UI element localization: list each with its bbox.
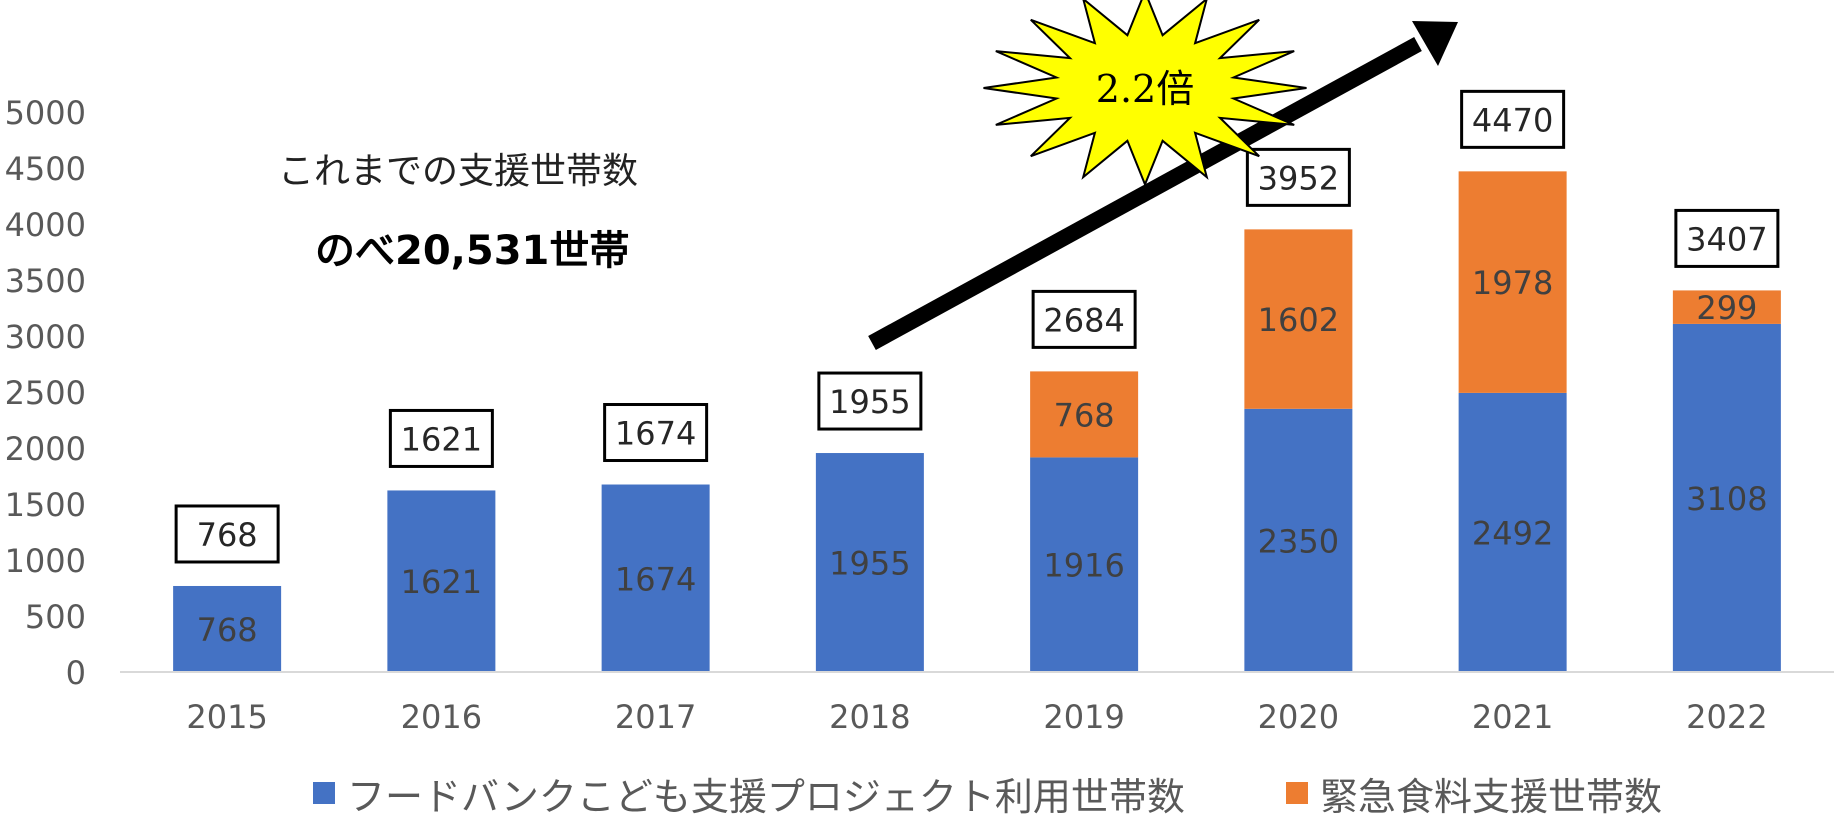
legend-label-emergency: 緊急食料支援世帯数 [1320,774,1663,819]
bar-value-label: 3108 [1686,480,1767,518]
bar-value-label: 1602 [1258,301,1339,339]
total-label: 1674 [615,415,696,453]
x-tick-label: 2022 [1686,698,1767,736]
bars: 768 1621 1674 1955 1916 768 2350 1602 2492 1978 31… [173,171,1781,672]
x-axis: 2015 2016 2017 2018 2019 2020 2021 2022 [186,698,1767,736]
total-box: 768 [174,504,280,564]
y-tick-label: 0 [66,654,86,692]
bar-emergency [1458,171,1567,393]
bar-value-label: 1955 [829,545,910,583]
y-tick-label: 5000 [5,94,86,132]
bar-foodbank [1244,408,1353,672]
bar-foodbank [815,453,924,672]
total-box-frame [817,371,923,431]
bar-value-label: 1621 [401,563,482,601]
bar-value-label: 1978 [1472,264,1553,302]
bar-emergency [1672,290,1781,324]
total-label: 3952 [1258,159,1339,197]
bar-value-label: 299 [1696,289,1757,327]
bar-value-label: 1674 [615,560,696,598]
x-tick-label: 2020 [1258,698,1339,736]
badge-burst-shape [983,0,1307,188]
y-tick-label: 4500 [5,150,86,188]
total-label: 768 [197,516,258,554]
badge-label: 2.2倍 [1096,67,1194,111]
total-label: 1955 [829,383,910,421]
x-tick-label: 2015 [186,698,267,736]
bar-foodbank [1030,457,1139,672]
growth-badge: 2.2倍 [983,0,1307,188]
x-tick-label: 2021 [1472,698,1553,736]
bar-value-label: 1916 [1043,547,1124,585]
annotation-total-caption: これまでの支援世帯数 [278,151,639,192]
bar-foodbank [1458,392,1567,672]
x-tick-label: 2016 [401,698,482,736]
total-box-frame [1031,289,1137,349]
bar-foodbank [601,484,710,672]
total-label: 2684 [1043,301,1124,339]
total-label: 4470 [1472,101,1553,139]
y-tick-label: 1500 [5,486,86,524]
legend-item-foodbank: フードバンクこども支援プロジェクト利用世帯数 [313,768,1185,819]
total-box: 1674 [603,403,709,463]
bar-value-label: 768 [197,611,258,649]
growth-arrow-shaft [868,36,1422,351]
y-tick-label: 3000 [5,318,86,356]
total-box: 2684 [1031,289,1137,349]
y-tick-label: 3500 [5,262,86,300]
total-box: 4470 [1460,89,1566,149]
bar-value-label: 2492 [1472,514,1553,552]
y-tick-label: 4000 [5,206,86,244]
y-tick-label: 2500 [5,374,86,412]
y-tick-label: 2000 [5,430,86,468]
legend-label-foodbank: フードバンクこども支援プロジェクト利用世帯数 [347,774,1185,819]
x-tick-label: 2017 [615,698,696,736]
bar-foodbank [387,490,496,672]
bar-value-label: 2350 [1258,522,1339,560]
total-box-frame [1674,208,1780,268]
bar-emergency [1244,229,1353,409]
legend-swatch-blue [313,782,335,804]
total-box: 1621 [388,408,494,468]
total-box-frame [603,403,709,463]
annotation-total-value: のべ20,531世帯 [315,228,630,274]
total-box-frame [388,408,494,468]
bar-foodbank [1672,323,1781,672]
y-axis: 0 500 1000 1500 2000 2500 3000 3500 4000 4500 5000 [5,94,86,692]
total-box: 3407 [1674,208,1780,268]
growth-arrow [868,21,1458,351]
x-tick-label: 2019 [1043,698,1124,736]
y-tick-label: 500 [25,598,86,636]
total-label: 3407 [1686,220,1767,258]
y-tick-label: 1000 [5,542,86,580]
total-labels: 768 1621 1674 1955 2684 3952 4470 3407 [174,89,1780,564]
growth-arrow-head [1412,21,1458,66]
total-box-frame [174,504,280,564]
bar-value-label: 768 [1054,396,1115,434]
bar-foodbank [173,585,282,672]
x-tick-label: 2018 [829,698,910,736]
total-box: 3952 [1245,147,1351,207]
total-box: 1955 [817,371,923,431]
total-box-frame [1245,147,1351,207]
total-box-frame [1460,89,1566,149]
legend-swatch-orange [1286,782,1308,804]
legend-item-emergency: 緊急食料支援世帯数 [1286,768,1663,819]
total-label: 1621 [401,420,482,458]
bar-emergency [1030,371,1139,458]
